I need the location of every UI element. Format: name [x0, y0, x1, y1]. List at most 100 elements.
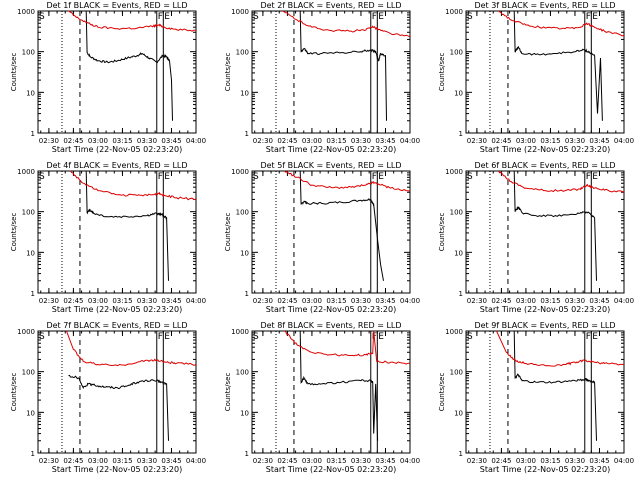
x-tick-label: 02:30: [253, 137, 273, 145]
x-tick-label: 03:15: [326, 297, 346, 305]
x-tick-label: 02:30: [467, 457, 487, 465]
y-tick-label: 10: [454, 409, 463, 417]
x-tick-label: 04:00: [186, 297, 206, 305]
series-line-lld: [498, 10, 625, 37]
detector-panel-9: Det 9f BLACK = Events, RED = LLD 1 10 100 10…: [438, 321, 634, 474]
x-tick-label: 03:30: [137, 457, 157, 465]
series-line-events: [299, 170, 384, 281]
x-tick-label: 02:30: [253, 297, 273, 305]
y-axis-label: Counts/sec: [10, 373, 18, 412]
series-line-lld: [284, 170, 411, 192]
x-tick-label: 03:45: [161, 297, 181, 305]
axes-frame: [465, 170, 625, 294]
detector-panel-1: Det 1f BLACK = Events, RED = LLD 1 10 100 10…: [10, 1, 206, 154]
x-tick-label: 02:30: [39, 457, 59, 465]
x-tick-label: 02:45: [63, 297, 83, 305]
x-tick-label: 03:45: [375, 297, 395, 305]
y-axis-label: Counts/sec: [224, 213, 232, 252]
y-tick-label: 100: [450, 209, 463, 217]
x-tick-label: 02:30: [467, 137, 487, 145]
x-tick-label: 03:00: [516, 457, 536, 465]
panel-title: Det 3f BLACK = Events, RED = LLD: [474, 1, 615, 10]
y-tick-label: 10: [240, 249, 249, 257]
x-tick-label: 02:45: [277, 457, 297, 465]
marker-f: F: [586, 12, 591, 22]
x-axis-label: Start Time (22-Nov-05 02:23:20): [266, 465, 396, 474]
x-axis-label: Start Time (22-Nov-05 02:23:20): [52, 465, 182, 474]
x-tick-label: 03:15: [540, 297, 560, 305]
x-tick-label: 03:00: [88, 457, 108, 465]
marker-f: F: [586, 332, 591, 342]
y-tick-label: 10: [26, 409, 35, 417]
x-tick-label: 03:30: [565, 457, 585, 465]
series-line-lld: [68, 10, 197, 32]
x-tick-label: 04:00: [400, 137, 420, 145]
y-tick-label: 1: [245, 290, 249, 298]
detector-panel-4: Det 4f BLACK = Events, RED = LLD 1 10 100 10…: [10, 161, 206, 314]
marker-e: E: [164, 332, 170, 342]
y-axis-label: Counts/sec: [438, 373, 446, 412]
y-tick-label: 1000: [445, 328, 463, 336]
x-tick-label: 03:00: [302, 457, 322, 465]
x-tick-label: 02:45: [63, 457, 83, 465]
marker-e: E: [592, 172, 598, 182]
series-line-events: [513, 170, 597, 281]
x-tick-label: 03:45: [589, 297, 609, 305]
y-tick-label: 100: [236, 49, 249, 57]
x-tick-label: 04:00: [614, 297, 634, 305]
y-tick-label: 10: [240, 409, 249, 417]
y-tick-label: 1: [459, 130, 463, 138]
detector-panel-2: Det 2f BLACK = Events, RED = LLD 1 10 100 10…: [224, 1, 420, 154]
y-axis-label: Counts/sec: [10, 213, 18, 252]
x-axis-label: Start Time (22-Nov-05 02:23:20): [480, 465, 610, 474]
panel-title: Det 7f BLACK = Events, RED = LLD: [46, 321, 187, 330]
x-tick-label: 02:45: [277, 297, 297, 305]
y-tick-label: 100: [450, 49, 463, 57]
y-tick-label: 10: [454, 89, 463, 97]
y-tick-label: 100: [22, 369, 35, 377]
y-tick-label: 1: [459, 450, 463, 458]
y-tick-label: 1: [245, 450, 249, 458]
panel-title: Det 1f BLACK = Events, RED = LLD: [46, 1, 187, 10]
marker-s: S: [467, 172, 473, 182]
y-tick-label: 100: [236, 209, 249, 217]
y-tick-label: 10: [240, 89, 249, 97]
y-tick-label: 10: [26, 89, 35, 97]
axes-frame: [465, 10, 625, 134]
marker-s: S: [39, 172, 45, 182]
marker-f: F: [372, 12, 377, 22]
x-tick-label: 03:45: [589, 457, 609, 465]
marker-e: E: [164, 172, 170, 182]
x-axis-label: Start Time (22-Nov-05 02:23:20): [480, 305, 610, 314]
series-line-lld: [70, 170, 197, 201]
y-tick-label: 1000: [231, 328, 249, 336]
series-line-events: [68, 374, 169, 441]
y-tick-label: 1000: [231, 8, 249, 16]
x-tick-label: 02:30: [467, 297, 487, 305]
panel-title: Det 6f BLACK = Events, RED = LLD: [474, 161, 615, 170]
x-axis-label: Start Time (22-Nov-05 02:23:20): [266, 145, 396, 154]
y-tick-label: 1000: [445, 168, 463, 176]
detector-panel-6: Det 6f BLACK = Events, RED = LLD 1 10 100 10…: [438, 161, 634, 314]
y-tick-label: 1: [31, 450, 35, 458]
marker-s: S: [39, 332, 45, 342]
series-line-lld: [498, 170, 625, 193]
x-tick-label: 03:30: [351, 137, 371, 145]
marker-s: S: [467, 332, 473, 342]
x-tick-label: 03:00: [302, 297, 322, 305]
marker-s: S: [253, 332, 259, 342]
y-tick-label: 100: [236, 369, 249, 377]
x-tick-label: 02:30: [253, 457, 273, 465]
marker-e: E: [592, 332, 598, 342]
axes-frame: [251, 10, 411, 134]
y-tick-label: 1000: [17, 328, 35, 336]
marker-e: E: [378, 12, 384, 22]
x-tick-label: 02:45: [491, 297, 511, 305]
x-tick-label: 03:00: [88, 137, 108, 145]
axes-frame: [37, 170, 197, 294]
x-tick-label: 02:30: [39, 297, 59, 305]
y-axis-label: Counts/sec: [224, 53, 232, 92]
y-tick-label: 1000: [445, 8, 463, 16]
y-tick-label: 10: [454, 249, 463, 257]
x-tick-label: 02:45: [491, 137, 511, 145]
